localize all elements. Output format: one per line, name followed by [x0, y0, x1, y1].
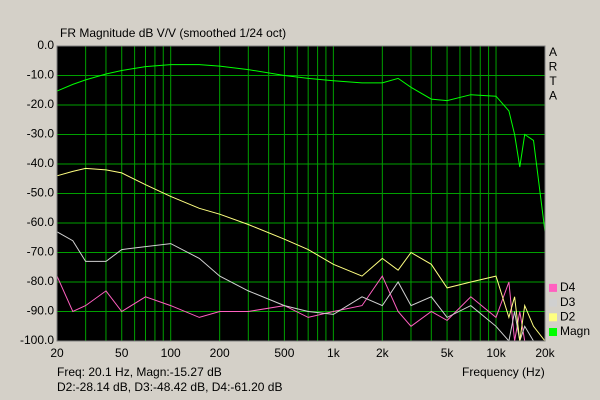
plot-border — [56, 45, 546, 342]
x-tick-label: 2k — [376, 346, 390, 360]
legend-label: D3 — [560, 295, 576, 309]
side-label: R — [549, 60, 558, 74]
y-tick-label: -100.0 — [20, 333, 54, 347]
series-line — [56, 167, 546, 342]
y-tick-label: -70.0 — [27, 245, 55, 259]
x-tick-label: 5k — [441, 346, 455, 360]
legend-label: D4 — [560, 280, 576, 294]
y-tick-label: -60.0 — [27, 215, 55, 229]
x-tick-label: 200 — [210, 346, 230, 360]
series-line — [56, 231, 545, 343]
legend-swatch — [549, 298, 557, 307]
y-tick-label: -40.0 — [27, 156, 55, 170]
x-tick-label: 100 — [161, 346, 181, 360]
y-tick-label: -10.0 — [27, 68, 55, 82]
y-tick-label: -80.0 — [27, 274, 55, 288]
y-tick-label: -50.0 — [27, 186, 55, 200]
readout: Freq: 20.1 Hz, Magn:-15.27 dB — [57, 365, 222, 379]
side-label: A — [549, 89, 557, 103]
legend-swatch — [549, 283, 557, 292]
chart-title: FR Magnitude dB V/V (smoothed 1/24 oct) — [60, 26, 286, 40]
side-label: T — [549, 74, 557, 88]
y-tick-label: 0.0 — [37, 38, 54, 52]
x-tick-label: 10k — [486, 346, 506, 360]
side-label: A — [549, 45, 557, 59]
x-tick-label: 1k — [327, 346, 341, 360]
legend-swatch — [549, 328, 557, 336]
legend-swatch — [549, 313, 557, 322]
x-axis-label: Frequency (Hz) — [462, 365, 545, 379]
x-tick-label: 20k — [535, 346, 555, 360]
legend-label: Magn — [560, 324, 590, 338]
x-tick-label: 50 — [115, 346, 129, 360]
readout: D2:-28.14 dB, D3:-48.42 dB, D4:-61.20 dB — [57, 380, 282, 394]
legend-label: D2 — [560, 309, 576, 323]
y-tick-label: -90.0 — [27, 304, 55, 318]
x-tick-label: 20 — [50, 346, 64, 360]
y-tick-label: -20.0 — [27, 97, 55, 111]
y-tick-label: -30.0 — [27, 127, 55, 141]
series-line — [56, 64, 546, 232]
x-tick-label: 500 — [274, 346, 294, 360]
